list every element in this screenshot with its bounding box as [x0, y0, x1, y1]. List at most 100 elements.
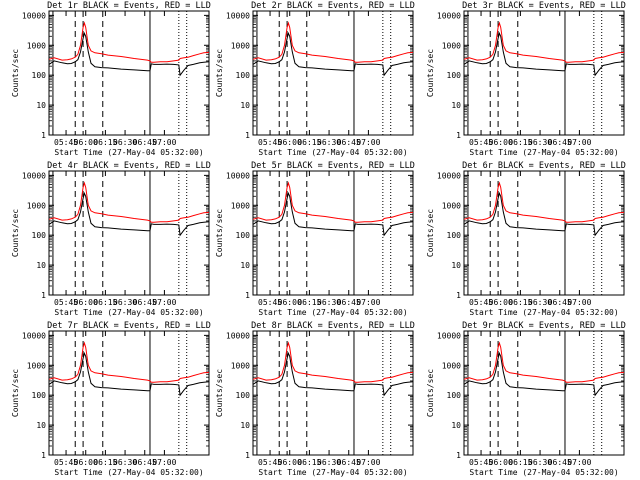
y-tick-label: 10000: [437, 11, 461, 20]
y-axis-label: Counts/sec: [11, 49, 20, 97]
y-tick-label: 100: [447, 71, 462, 80]
x-tick-label: 05:45: [258, 298, 282, 307]
x-tick-label: 05:45: [258, 458, 282, 467]
x-tick-label: 06:30: [317, 298, 341, 307]
series-events-line: [48, 351, 210, 397]
x-axis-label: Start Time (27-May-04 05:32:00): [469, 468, 618, 477]
x-tick-label: 06:30: [113, 138, 137, 147]
x-tick-label: 06:00: [74, 458, 98, 467]
x-tick-label: 06:00: [489, 138, 513, 147]
y-tick-label: 1: [245, 291, 250, 300]
series-lld-line: [252, 181, 414, 223]
panel-7: Det 7r BLACK = Events, RED = LLD 1 10 100 10…: [11, 321, 211, 477]
panel-8: Det 8r BLACK = Events, RED = LLD 1 10 100 10…: [215, 321, 415, 477]
panel-title: Det 5r BLACK = Events, RED = LLD: [251, 161, 415, 171]
x-tick-label: 06:45: [337, 458, 361, 467]
x-tick-label: 06:00: [74, 298, 98, 307]
y-tick-label: 10000: [226, 331, 250, 340]
y-axis-label: Counts/sec: [215, 209, 224, 257]
x-tick-label: 06:30: [317, 458, 341, 467]
panel-title: Det 9r BLACK = Events, RED = LLD: [462, 321, 626, 331]
series-events-line: [252, 191, 414, 237]
y-tick-label: 10: [240, 421, 250, 430]
y-tick-label: 100: [32, 231, 47, 240]
y-tick-label: 1: [456, 291, 461, 300]
plot-frame: [463, 170, 625, 296]
x-tick-label: 06:15: [93, 138, 117, 147]
series-events-line: [48, 31, 210, 77]
plot-frame: [252, 330, 414, 456]
y-tick-label: 100: [447, 391, 462, 400]
y-tick-label: 1000: [27, 361, 46, 370]
y-tick-label: 1: [41, 131, 46, 140]
y-tick-label: 10: [451, 261, 461, 270]
x-tick-label: 06:45: [548, 138, 572, 147]
y-axis-label: Counts/sec: [215, 369, 224, 417]
y-tick-label: 10: [36, 421, 46, 430]
x-tick-label: 06:45: [133, 458, 157, 467]
x-tick-label: 06:30: [528, 138, 552, 147]
series-lld-line: [463, 341, 625, 383]
plot-frame: [463, 330, 625, 456]
panel-4: Det 4r BLACK = Events, RED = LLD 1 10 100 10…: [11, 161, 211, 317]
panel-3: Det 3r BLACK = Events, RED = LLD 1 10 100 10…: [426, 1, 626, 157]
y-tick-label: 1000: [442, 201, 461, 210]
x-tick-label: 05:45: [469, 458, 493, 467]
x-tick-label: 06:00: [489, 298, 513, 307]
x-tick-label: 06:30: [528, 458, 552, 467]
y-tick-label: 10000: [22, 331, 46, 340]
series-lld-line: [463, 21, 625, 63]
x-tick-label: 06:30: [113, 298, 137, 307]
panel-1: Det 1r BLACK = Events, RED = LLD 1 10 100 10…: [11, 1, 211, 157]
y-tick-label: 100: [236, 391, 251, 400]
x-tick-label: 07:00: [567, 458, 591, 467]
y-axis-label: Counts/sec: [215, 49, 224, 97]
y-tick-label: 1000: [231, 41, 250, 50]
x-tick-label: 06:00: [74, 138, 98, 147]
series-lld-line: [48, 181, 210, 223]
x-axis-label: Start Time (27-May-04 05:32:00): [258, 308, 407, 317]
x-tick-label: 07:00: [152, 138, 176, 147]
series-lld-line: [252, 341, 414, 383]
y-tick-label: 1000: [27, 201, 46, 210]
y-tick-label: 1: [245, 451, 250, 460]
series-lld-line: [252, 21, 414, 63]
x-tick-label: 06:30: [113, 458, 137, 467]
x-axis-label: Start Time (27-May-04 05:32:00): [258, 148, 407, 157]
y-tick-label: 1: [456, 131, 461, 140]
plot-frame: [463, 10, 625, 136]
y-tick-label: 10: [36, 261, 46, 270]
x-tick-label: 07:00: [356, 458, 380, 467]
y-tick-label: 1000: [231, 361, 250, 370]
plot-frame: [48, 10, 210, 136]
x-tick-label: 05:45: [54, 298, 78, 307]
y-tick-label: 10000: [22, 11, 46, 20]
x-tick-label: 06:45: [337, 298, 361, 307]
x-tick-label: 06:15: [297, 458, 321, 467]
x-tick-label: 07:00: [152, 458, 176, 467]
x-axis-label: Start Time (27-May-04 05:32:00): [258, 468, 407, 477]
y-tick-label: 10: [451, 101, 461, 110]
x-tick-label: 07:00: [356, 298, 380, 307]
x-tick-label: 06:45: [337, 138, 361, 147]
x-tick-label: 06:15: [508, 298, 532, 307]
x-axis-label: Start Time (27-May-04 05:32:00): [54, 148, 203, 157]
panel-title: Det 8r BLACK = Events, RED = LLD: [251, 321, 415, 331]
x-tick-label: 06:30: [317, 138, 341, 147]
y-tick-label: 100: [236, 71, 251, 80]
x-tick-label: 07:00: [152, 298, 176, 307]
y-axis-label: Counts/sec: [426, 369, 435, 417]
y-tick-label: 100: [447, 231, 462, 240]
panel-5: Det 5r BLACK = Events, RED = LLD 1 10 100 10…: [215, 161, 415, 317]
series-lld-line: [48, 341, 210, 383]
x-tick-label: 05:45: [469, 138, 493, 147]
series-events-line: [252, 351, 414, 397]
y-tick-label: 1: [41, 451, 46, 460]
x-tick-label: 07:00: [356, 138, 380, 147]
x-tick-label: 06:00: [278, 138, 302, 147]
panel-title: Det 4r BLACK = Events, RED = LLD: [47, 161, 211, 171]
x-tick-label: 07:00: [567, 298, 591, 307]
x-tick-label: 06:00: [489, 458, 513, 467]
panel-title: Det 3r BLACK = Events, RED = LLD: [462, 1, 626, 11]
y-tick-label: 1000: [231, 201, 250, 210]
